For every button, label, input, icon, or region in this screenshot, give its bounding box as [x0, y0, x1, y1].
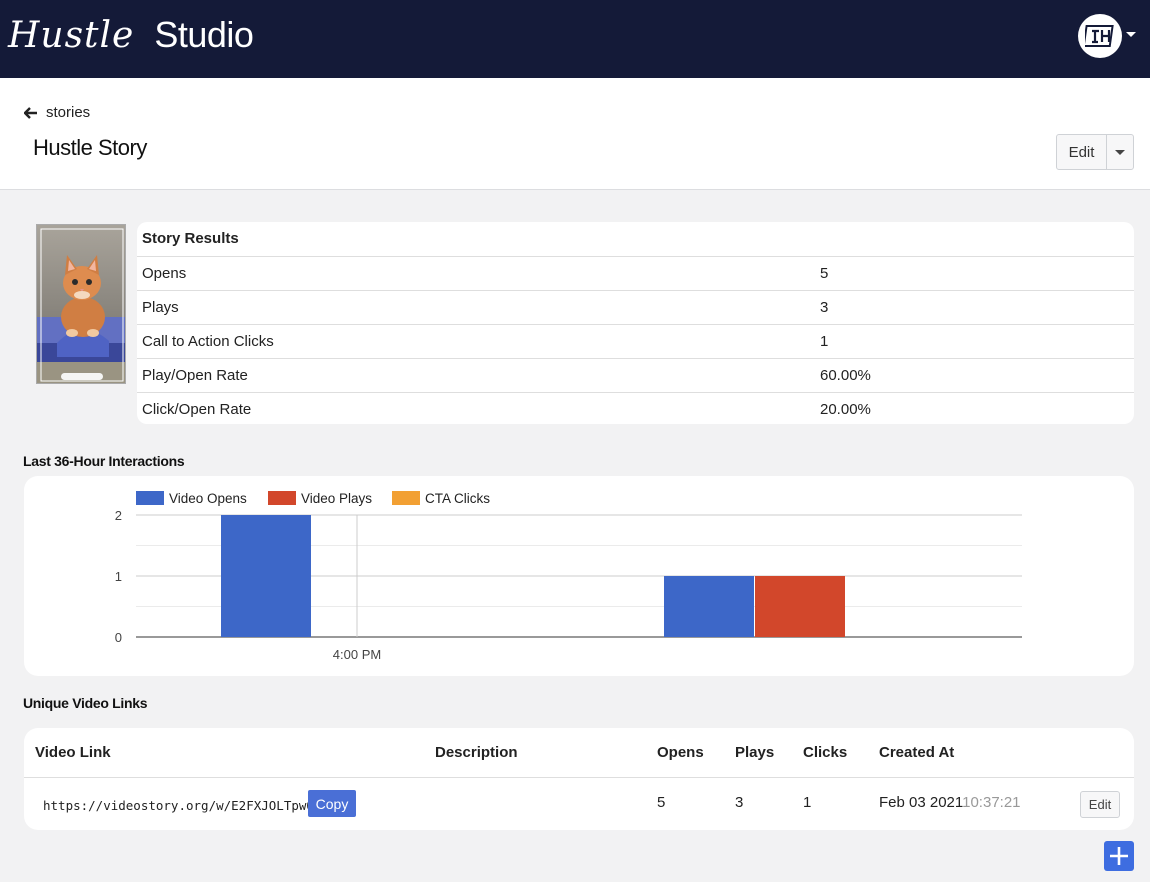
interactions-chart: 0 1 2 4:00 PM Video Opens Video Plays CTA Clic… [115, 491, 1022, 662]
result-label: Plays [142, 299, 179, 316]
result-value: 3 [820, 299, 829, 316]
top-navbar: Hustle Studio [0, 0, 1150, 78]
legend-label: Video Plays [301, 491, 372, 506]
result-row-opens: Opens 5 [137, 256, 1134, 290]
link-created-at: Feb 03 202110:37:21 [879, 794, 1021, 811]
result-label: Click/Open Rate [142, 401, 252, 418]
links-section-title: Unique Video Links [23, 695, 148, 711]
result-value: 1 [820, 333, 829, 350]
link-plays: 3 [735, 794, 744, 811]
result-row-plays: Plays 3 [137, 290, 1134, 324]
result-label: Call to Action Clicks [142, 333, 274, 350]
story-header: stories Hustle Story Edit [0, 78, 1150, 190]
created-date: Feb 03 2021 [879, 794, 963, 811]
legend-swatch [136, 491, 164, 505]
page-title: Hustle Story [33, 135, 147, 160]
brand-logo[interactable]: Hustle Studio [8, 14, 254, 58]
result-value: 60.00% [820, 367, 871, 384]
result-label: Opens [142, 265, 187, 282]
bar-video-plays [755, 576, 845, 637]
link-opens: 5 [657, 794, 666, 811]
video-thumbnail[interactable] [36, 224, 126, 384]
plus-icon [1110, 847, 1128, 865]
table-divider [24, 777, 1134, 778]
brand-script-text: Hustle [8, 15, 135, 56]
created-time: 10:37:21 [962, 794, 1021, 811]
column-header-video-link[interactable]: Video Link [35, 744, 111, 761]
edit-dropdown-toggle[interactable] [1107, 135, 1133, 169]
legend-swatch [268, 491, 296, 505]
legend-label: Video Opens [169, 491, 247, 506]
interactions-chart-card: 0 1 2 4:00 PM Video Opens Video Plays CTA Clic… [24, 476, 1134, 676]
user-avatar[interactable] [1078, 14, 1122, 58]
result-row-click-open-rate: Click/Open Rate 20.00% [137, 392, 1134, 424]
video-links-table: Video Link Description Opens Plays Click… [24, 728, 1134, 830]
bar-video-opens [664, 576, 754, 637]
result-row-play-open-rate: Play/Open Rate 60.00% [137, 358, 1134, 392]
y-tick-label: 1 [115, 569, 122, 584]
back-to-stories-link[interactable]: stories [24, 104, 90, 121]
column-header-opens[interactable]: Opens [657, 744, 704, 761]
back-link-label: stories [46, 104, 91, 121]
video-link-url[interactable]: https://videostory.org/w/E2FXJOLTpwOh [43, 798, 322, 813]
edit-button[interactable]: Edit [1057, 135, 1107, 169]
column-header-clicks[interactable]: Clicks [803, 744, 848, 761]
x-tick-label: 4:00 PM [333, 647, 381, 662]
bar-video-opens [221, 515, 311, 637]
copy-link-button[interactable]: Copy [308, 790, 356, 817]
result-label: Play/Open Rate [142, 367, 248, 384]
legend-label: CTA Clicks [425, 491, 490, 506]
result-value: 20.00% [820, 401, 871, 418]
column-header-plays[interactable]: Plays [735, 744, 775, 761]
result-row-cta-clicks: Call to Action Clicks 1 [137, 324, 1134, 358]
brand-name-text: Studio [154, 14, 254, 55]
add-link-button[interactable] [1104, 841, 1134, 871]
kitten-preview-image [37, 225, 125, 383]
result-value: 5 [820, 265, 829, 282]
edit-split-button: Edit [1056, 134, 1134, 170]
column-header-created-at[interactable]: Created At [879, 744, 955, 761]
edit-link-button[interactable]: Edit [1080, 791, 1120, 818]
story-results-table: Story Results Opens 5 Plays 3 Call to Ac… [137, 222, 1134, 424]
y-tick-label: 0 [115, 630, 122, 645]
chevron-down-icon[interactable] [1126, 32, 1136, 37]
link-clicks: 1 [803, 794, 812, 811]
story-results-heading: Story Results [142, 230, 239, 247]
arrow-left-icon [24, 106, 37, 119]
interactions-section-title: Last 36-Hour Interactions [23, 453, 185, 469]
column-header-description[interactable]: Description [435, 744, 518, 761]
chevron-down-icon [1115, 149, 1125, 155]
hustle-logo-icon [1085, 25, 1114, 47]
y-tick-label: 2 [115, 508, 122, 523]
legend-swatch [392, 491, 420, 505]
